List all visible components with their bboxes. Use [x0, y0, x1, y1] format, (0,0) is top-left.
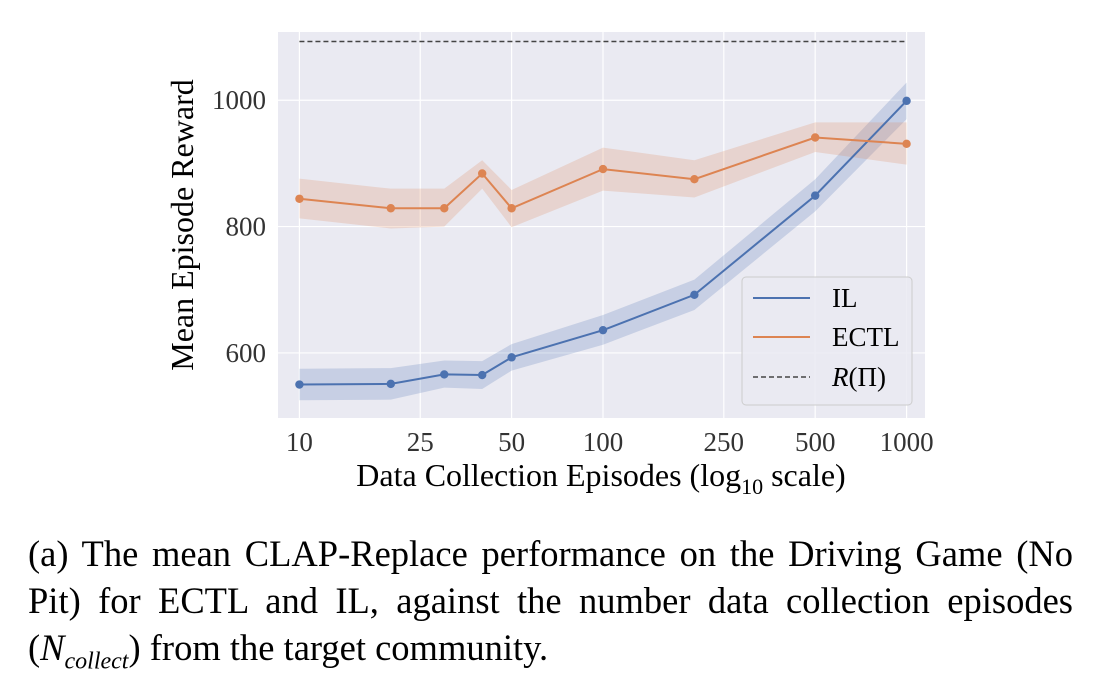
point-il-0: [295, 380, 304, 389]
chart: 10 25 50 100 250 500 1000 600 800 1000 Mean Epis…: [164, 32, 934, 499]
caption-math-subscript: collect: [64, 648, 129, 675]
x-axis-label-subscript: 10: [741, 474, 763, 499]
x-tick-label-0: 10: [286, 427, 313, 457]
x-tick-label-2: 50: [498, 427, 525, 457]
x-tick-label-6: 1000: [880, 427, 934, 457]
point-il-3: [477, 370, 487, 380]
band-il: [299, 82, 907, 401]
x-tick-labels: 10 25 50 100 250 500 1000: [286, 427, 934, 457]
legend-label-ectl: ECTL: [832, 322, 900, 352]
point-ectl-5: [598, 164, 608, 174]
point-il-6: [690, 290, 699, 300]
x-tick-label-3: 100: [583, 427, 624, 457]
point-ectl-2: [440, 204, 449, 213]
legend: IL ECTL R(Π): [741, 276, 913, 406]
legend-box: [741, 276, 913, 406]
y-tick-label-0: 600: [226, 338, 267, 368]
point-il-1: [386, 379, 396, 389]
point-ectl-0: [295, 194, 304, 203]
point-il-2: [440, 370, 449, 379]
figure-caption: (a) The mean CLAP-Replace performance on…: [28, 530, 1073, 685]
point-ectl-1: [386, 204, 396, 213]
point-il-4: [507, 353, 516, 362]
x-tick-label-5: 500: [795, 427, 836, 457]
point-il-7: [810, 191, 820, 200]
y-tick-label-1: 800: [226, 212, 267, 242]
x-axis-label-main: Data Collection Episodes (log: [356, 457, 741, 493]
x-axis-label-suffix: scale): [763, 457, 846, 493]
point-il-8: [902, 96, 911, 106]
caption-text-2: ) from the target community.: [128, 627, 549, 668]
caption-text-1: (a) The mean CLAP-Replace performance on…: [28, 533, 1073, 668]
point-ectl-4: [507, 204, 516, 213]
legend-label-il: IL: [832, 283, 857, 313]
legend-label-reference-r: R: [831, 362, 849, 392]
point-il-5: [598, 325, 608, 335]
x-tick-label-4: 250: [704, 427, 745, 457]
caption-math: Ncollect: [40, 627, 128, 674]
legend-label-reference-pi: (Π): [849, 362, 886, 392]
y-tick-labels: 600 800 1000: [212, 85, 266, 368]
y-tick-label-2: 1000: [212, 85, 266, 115]
point-ectl-6: [690, 174, 699, 184]
x-axis-label: Data Collection Episodes (log10 scale): [356, 457, 845, 499]
series-points: [295, 96, 911, 389]
caption-math-base: N: [40, 627, 65, 668]
point-ectl-3: [477, 169, 487, 178]
y-axis-label: Mean Episode Reward: [164, 79, 200, 370]
legend-label-reference: R(Π): [831, 362, 886, 392]
point-ectl-8: [902, 139, 911, 149]
point-ectl-7: [810, 133, 820, 142]
x-tick-label-1: 25: [407, 427, 434, 457]
